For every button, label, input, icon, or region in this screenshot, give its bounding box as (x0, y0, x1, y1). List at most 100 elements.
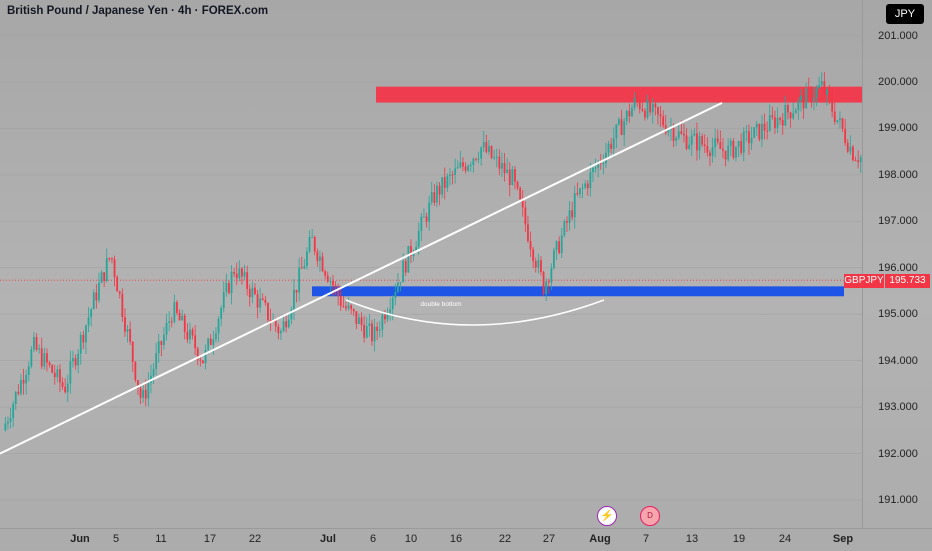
candle-body (576, 193, 579, 195)
candle-body (347, 305, 350, 309)
candle-body (672, 128, 675, 141)
price-tick-label: 201.000 (878, 29, 918, 42)
candle-body (537, 260, 540, 268)
candle-body (813, 97, 815, 102)
dividend-icon[interactable]: D (640, 506, 660, 526)
candle-body (568, 210, 571, 223)
candle-body (147, 382, 150, 399)
price-chart[interactable]: double bottom (0, 0, 862, 528)
candle-body (394, 292, 397, 298)
candle-body (826, 89, 828, 95)
time-tick-label: 16 (449, 533, 463, 545)
candle-body (792, 113, 795, 119)
candle-body (251, 287, 254, 298)
candle-body (254, 287, 256, 295)
candle-body (823, 81, 826, 95)
candle-body (100, 272, 103, 283)
candle-body (103, 272, 106, 281)
candle-body (719, 141, 722, 149)
resistance-zone (376, 86, 862, 103)
candle-body (774, 117, 776, 128)
candle-body (74, 358, 77, 366)
candle-body (194, 335, 197, 349)
candle-body (615, 124, 618, 139)
time-tick-label: 6 (369, 533, 377, 545)
candle-body (597, 162, 600, 168)
candle-body (225, 282, 228, 293)
candle-body (269, 320, 272, 322)
candle-body (745, 131, 748, 133)
candle-body (586, 183, 589, 189)
candle-body (282, 321, 285, 332)
candle-body (204, 349, 207, 364)
candlestick-chart-svg[interactable]: double bottom (0, 0, 862, 528)
candle-body (196, 348, 199, 360)
candle-body (163, 334, 165, 345)
candle-body (542, 272, 545, 295)
candle-body (116, 277, 119, 292)
candle-body (732, 140, 735, 158)
candle-body (389, 309, 392, 314)
time-tick-label: 17 (203, 533, 217, 545)
candle-body (771, 115, 774, 118)
candle-body (781, 119, 784, 126)
candle-body (581, 187, 584, 189)
candle-body (9, 418, 12, 422)
candle-body (35, 336, 38, 350)
candle-body (722, 148, 724, 151)
candle-body (397, 282, 399, 293)
candle-body (243, 272, 246, 277)
candle-body (48, 362, 51, 366)
candle-body (170, 321, 173, 323)
candle-body (815, 87, 818, 98)
candle-body (737, 141, 740, 147)
candle-body (373, 326, 376, 342)
last-price-label: 195.733 (885, 274, 930, 288)
lightning-icon[interactable]: ⚡ (597, 506, 617, 526)
candle-body (56, 369, 59, 378)
time-tick-label: Jun (70, 533, 90, 545)
candle-body (693, 133, 696, 136)
candle-body (295, 289, 298, 293)
candle-body (152, 368, 155, 376)
candle-body (298, 267, 301, 293)
candle-body (334, 285, 337, 287)
candle-body (511, 169, 514, 185)
candle-body (313, 236, 316, 252)
candle-body (293, 289, 295, 310)
candle-body (696, 133, 698, 151)
candle-body (748, 131, 750, 144)
candle-body (381, 315, 384, 330)
candle-body (339, 296, 342, 307)
candle-body (805, 88, 808, 109)
candle-body (176, 302, 178, 313)
candle-body (423, 216, 425, 218)
candle-body (290, 309, 293, 320)
candle-body (27, 366, 30, 375)
price-axis[interactable]: 201.000 200.000 199.000 198.000 197.000 196.0… (862, 0, 932, 528)
candle-body (113, 259, 116, 278)
currency-button[interactable]: JPY (886, 4, 924, 24)
candle-body (386, 313, 389, 320)
candle-body (701, 136, 704, 145)
candle-body (662, 116, 665, 126)
time-axis[interactable]: Jun 5 11 17 22 Jul 6 10 16 22 27 Aug 7 13 19 24 Sep (0, 528, 932, 551)
candle-body (664, 125, 667, 133)
candle-body (108, 258, 111, 260)
candle-body (165, 322, 168, 335)
candle-body (25, 374, 28, 384)
candle-body (61, 382, 64, 387)
candle-body (173, 302, 176, 322)
candle-body (524, 207, 527, 225)
candle-body (137, 380, 139, 389)
candle-body (857, 160, 860, 163)
candle-body (82, 334, 85, 343)
time-tick-label: 11 (155, 533, 167, 545)
candle-body (641, 108, 644, 111)
candle-body (703, 144, 706, 146)
time-tick-label: 19 (732, 533, 746, 545)
candle-body (670, 128, 672, 130)
candle-body (264, 299, 267, 303)
candle-body (638, 100, 641, 109)
candle-body (776, 117, 779, 128)
